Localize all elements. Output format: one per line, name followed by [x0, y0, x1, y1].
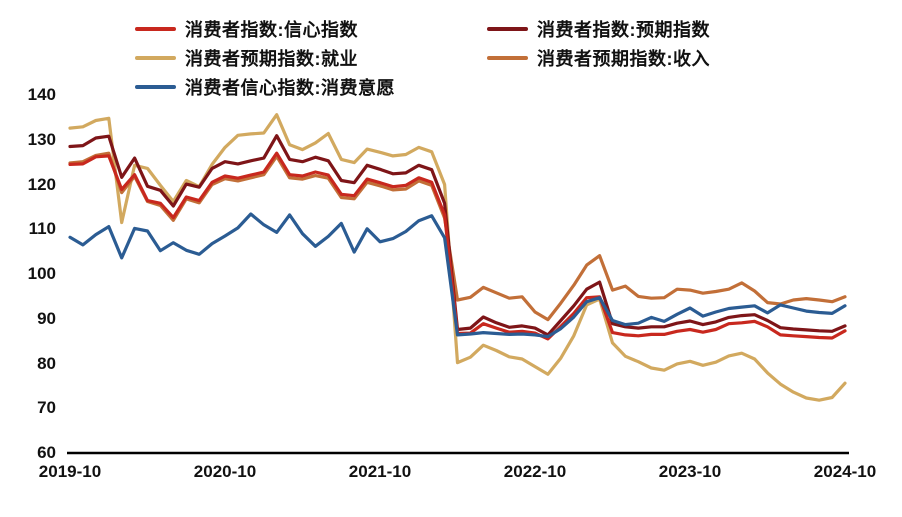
series-line — [68, 151, 847, 322]
legend-item: 消费者指数:预期指数 — [487, 18, 815, 40]
series-line — [68, 212, 847, 339]
x-tick-label: 2024-10 — [813, 462, 877, 481]
y-tick-label: 120 — [27, 174, 56, 194]
x-tick-label: 2020-10 — [193, 462, 257, 481]
x-tick-label: 2019-10 — [38, 462, 102, 481]
y-tick-label: 100 — [27, 264, 56, 283]
legend-label: 消费者指数:信心指数 — [185, 20, 358, 40]
legend-label: 消费者信心指数:消费意愿 — [185, 78, 395, 98]
legend-line-swatch — [135, 56, 176, 60]
y-tick-label: 140 — [27, 85, 56, 104]
x-tick-label: 2023-10 — [658, 462, 722, 481]
legend-item: 消费者指数:信心指数 — [135, 18, 487, 40]
y-tick-label: 60 — [37, 443, 56, 462]
y-tick-label: 90 — [37, 308, 56, 328]
x-tick-label: 2022-10 — [503, 462, 567, 481]
y-tick-label: 70 — [37, 398, 56, 418]
legend-line-swatch — [135, 85, 176, 89]
y-tick-label: 80 — [37, 353, 56, 373]
x-tick-label: 2021-10 — [348, 462, 412, 481]
legend-label: 消费者指数:预期指数 — [537, 20, 710, 40]
y-tick-label: 130 — [27, 129, 56, 149]
legend-item: 消费者信心指数:消费意愿 — [135, 76, 487, 98]
legend-item: 消费者预期指数:就业 — [135, 47, 487, 69]
y-tick-label: 110 — [28, 219, 56, 239]
legend-label: 消费者预期指数:就业 — [185, 49, 358, 69]
chart-legend: 消费者指数:信心指数 消费者指数:预期指数消费者预期指数:就业 消费者预期指数:收入… — [135, 18, 815, 98]
legend-line-swatch — [487, 56, 528, 60]
series-line — [68, 134, 847, 337]
series-line — [68, 113, 847, 402]
legend-item: 消费者预期指数:收入 — [487, 47, 815, 69]
legend-line-swatch — [487, 27, 528, 31]
legend-line-swatch — [135, 27, 176, 31]
legend-label: 消费者预期指数:收入 — [537, 49, 710, 69]
